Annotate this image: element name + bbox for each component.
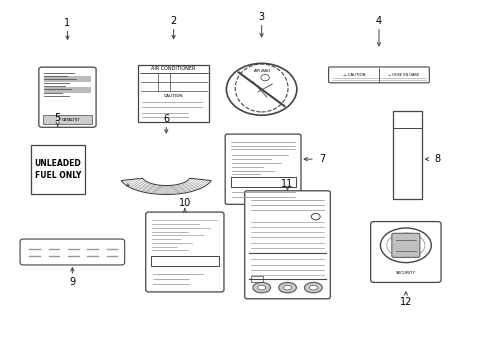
Circle shape bbox=[311, 213, 320, 220]
Ellipse shape bbox=[278, 282, 296, 293]
Bar bbox=[31, 145, 84, 194]
Text: UNLEADED: UNLEADED bbox=[34, 159, 81, 168]
Ellipse shape bbox=[252, 282, 270, 293]
Text: SECURITY: SECURITY bbox=[395, 271, 415, 275]
FancyBboxPatch shape bbox=[244, 191, 330, 299]
Text: AIR CONDITIONER: AIR CONDITIONER bbox=[151, 66, 195, 71]
Text: 1: 1 bbox=[64, 18, 70, 28]
Text: FUEL ONLY: FUEL ONLY bbox=[35, 171, 81, 180]
Text: 9: 9 bbox=[69, 277, 75, 287]
Text: 8: 8 bbox=[434, 154, 440, 164]
Bar bbox=[251, 276, 263, 282]
Ellipse shape bbox=[283, 285, 291, 290]
Ellipse shape bbox=[257, 285, 265, 290]
Text: 5: 5 bbox=[55, 113, 61, 123]
Ellipse shape bbox=[304, 282, 322, 293]
Text: 2: 2 bbox=[170, 16, 176, 26]
Text: 12: 12 bbox=[399, 297, 411, 307]
Text: 10: 10 bbox=[178, 198, 191, 208]
Text: 11: 11 bbox=[281, 179, 293, 189]
FancyBboxPatch shape bbox=[20, 239, 124, 265]
Circle shape bbox=[226, 63, 296, 115]
Bar bbox=[44, 87, 91, 93]
Bar bbox=[151, 256, 218, 266]
Text: CAUTION: CAUTION bbox=[163, 94, 183, 98]
Text: 7: 7 bbox=[319, 154, 325, 164]
Text: AIR BAG: AIR BAG bbox=[252, 69, 270, 73]
FancyBboxPatch shape bbox=[391, 233, 419, 257]
Bar bbox=[392, 111, 421, 199]
Polygon shape bbox=[121, 178, 211, 194]
Bar bbox=[43, 115, 92, 124]
Bar bbox=[44, 76, 91, 82]
Text: ⚠ CAUTION: ⚠ CAUTION bbox=[343, 73, 365, 77]
FancyBboxPatch shape bbox=[328, 67, 428, 83]
Bar bbox=[138, 65, 209, 122]
Text: CATALYST: CATALYST bbox=[62, 117, 81, 122]
Text: 3: 3 bbox=[258, 12, 264, 22]
Text: 4: 4 bbox=[375, 16, 381, 26]
Text: ⚠ HOSE EN DARE: ⚠ HOSE EN DARE bbox=[387, 73, 418, 77]
Text: 6: 6 bbox=[163, 114, 169, 124]
Text: ▲: ▲ bbox=[126, 182, 130, 187]
FancyBboxPatch shape bbox=[145, 212, 224, 292]
Ellipse shape bbox=[309, 285, 317, 290]
FancyBboxPatch shape bbox=[370, 221, 440, 282]
FancyBboxPatch shape bbox=[39, 67, 96, 127]
Bar bbox=[230, 177, 295, 186]
FancyBboxPatch shape bbox=[224, 134, 301, 204]
